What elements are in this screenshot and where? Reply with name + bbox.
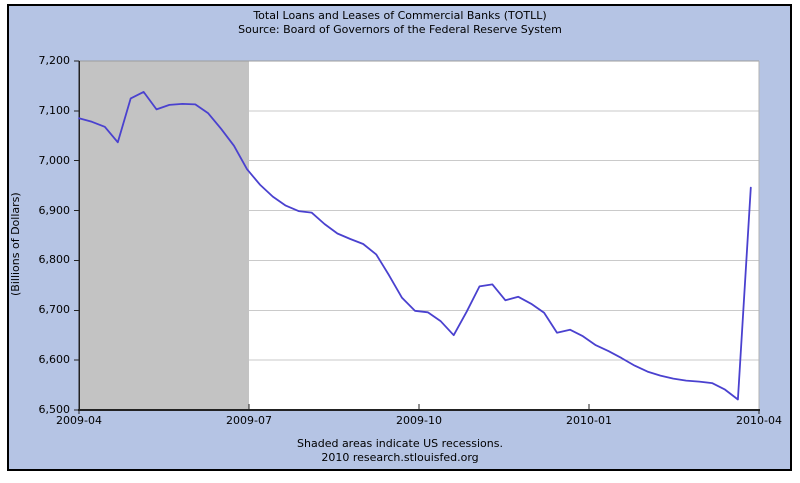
recession-note: Shaded areas indicate US recessions. — [297, 437, 503, 450]
page-subtitle: Source: Board of Governors of the Federa… — [238, 23, 562, 36]
data-line-totll — [78, 91, 752, 401]
y-axis-tick-label: 6,800 — [38, 253, 71, 266]
x-axis-tick-label: 2010-01 — [566, 414, 612, 427]
page-title: Total Loans and Leases of Commercial Ban… — [253, 9, 547, 22]
x-axis-tick-label: 2009-07 — [226, 414, 272, 427]
attribution: 2010 research.stlouisfed.org — [321, 451, 479, 464]
x-axis-tick-label: 2009-04 — [56, 414, 102, 427]
y-axis-tick-label: 6,900 — [38, 204, 71, 217]
y-axis-tick-label: 6,600 — [38, 353, 71, 366]
x-axis-tick-label: 2009-10 — [396, 414, 442, 427]
y-axis-tick-label: 6,500 — [38, 403, 71, 416]
y-axis-tick-label: 7,200 — [38, 54, 71, 67]
y-axis-tick-label: 7,000 — [38, 154, 71, 167]
y-axis-tick-label: 6,700 — [38, 303, 71, 316]
y-axis-tick-label: 7,100 — [38, 104, 71, 117]
x-axis-tick-label: 2010-04 — [736, 414, 782, 427]
